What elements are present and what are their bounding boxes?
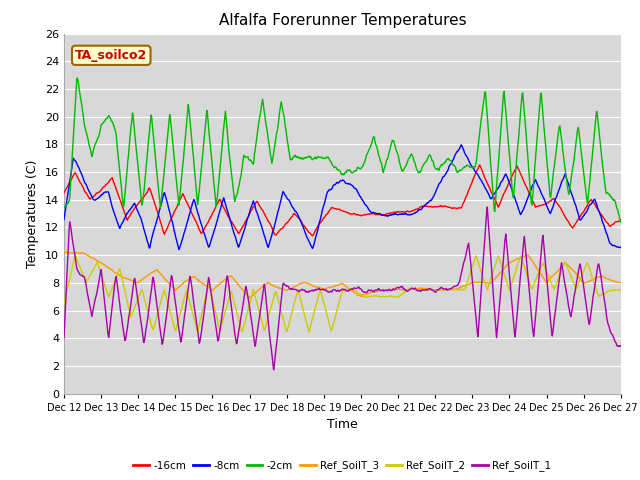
Text: TA_soilco2: TA_soilco2 [75, 49, 147, 62]
X-axis label: Time: Time [327, 418, 358, 431]
Y-axis label: Temperatures (C): Temperatures (C) [26, 159, 39, 268]
Title: Alfalfa Forerunner Temperatures: Alfalfa Forerunner Temperatures [219, 13, 466, 28]
Legend: -16cm, -8cm, -2cm, Ref_SoilT_3, Ref_SoilT_2, Ref_SoilT_1: -16cm, -8cm, -2cm, Ref_SoilT_3, Ref_Soil… [129, 456, 556, 476]
